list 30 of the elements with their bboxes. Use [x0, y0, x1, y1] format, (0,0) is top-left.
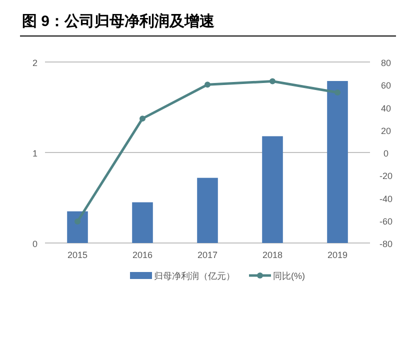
- chart-title: 图 9：公司归母净利润及增速: [22, 12, 216, 30]
- point: [140, 116, 146, 122]
- y2-tick-label: 20: [380, 126, 392, 136]
- x-tick-label: 2017: [197, 250, 218, 260]
- legend-label: 归母净利润（亿元）: [154, 271, 235, 281]
- bar: [132, 202, 153, 243]
- point: [270, 78, 276, 84]
- y2-tick-label: 40: [380, 103, 392, 114]
- y2-tick-label: -80: [379, 239, 393, 249]
- y-tick-label: 0: [32, 239, 38, 249]
- y2-tick-label: 60: [380, 80, 392, 91]
- legend-label: 同比(%): [273, 271, 305, 281]
- y2-tick-label: -60: [379, 216, 393, 226]
- x-tick-label: 2015: [67, 250, 88, 260]
- y2-tick-label: -20: [379, 171, 393, 182]
- point: [204, 82, 210, 88]
- bar: [327, 81, 348, 243]
- y-tick-label: 2: [32, 58, 38, 68]
- bar: [197, 178, 218, 243]
- bar: [262, 136, 283, 243]
- point: [74, 218, 80, 225]
- y2-tick-label: 0: [383, 148, 389, 158]
- x-tick-label: 2019: [327, 250, 348, 260]
- y-tick-label: 1: [32, 148, 38, 158]
- x-tick-label: 2016: [132, 250, 153, 260]
- point: [334, 90, 340, 96]
- y2-tick-label: 80: [380, 58, 392, 68]
- x-tick-label: 2018: [262, 250, 283, 260]
- y2-tick-label: -40: [379, 194, 393, 204]
- bar: [67, 211, 88, 243]
